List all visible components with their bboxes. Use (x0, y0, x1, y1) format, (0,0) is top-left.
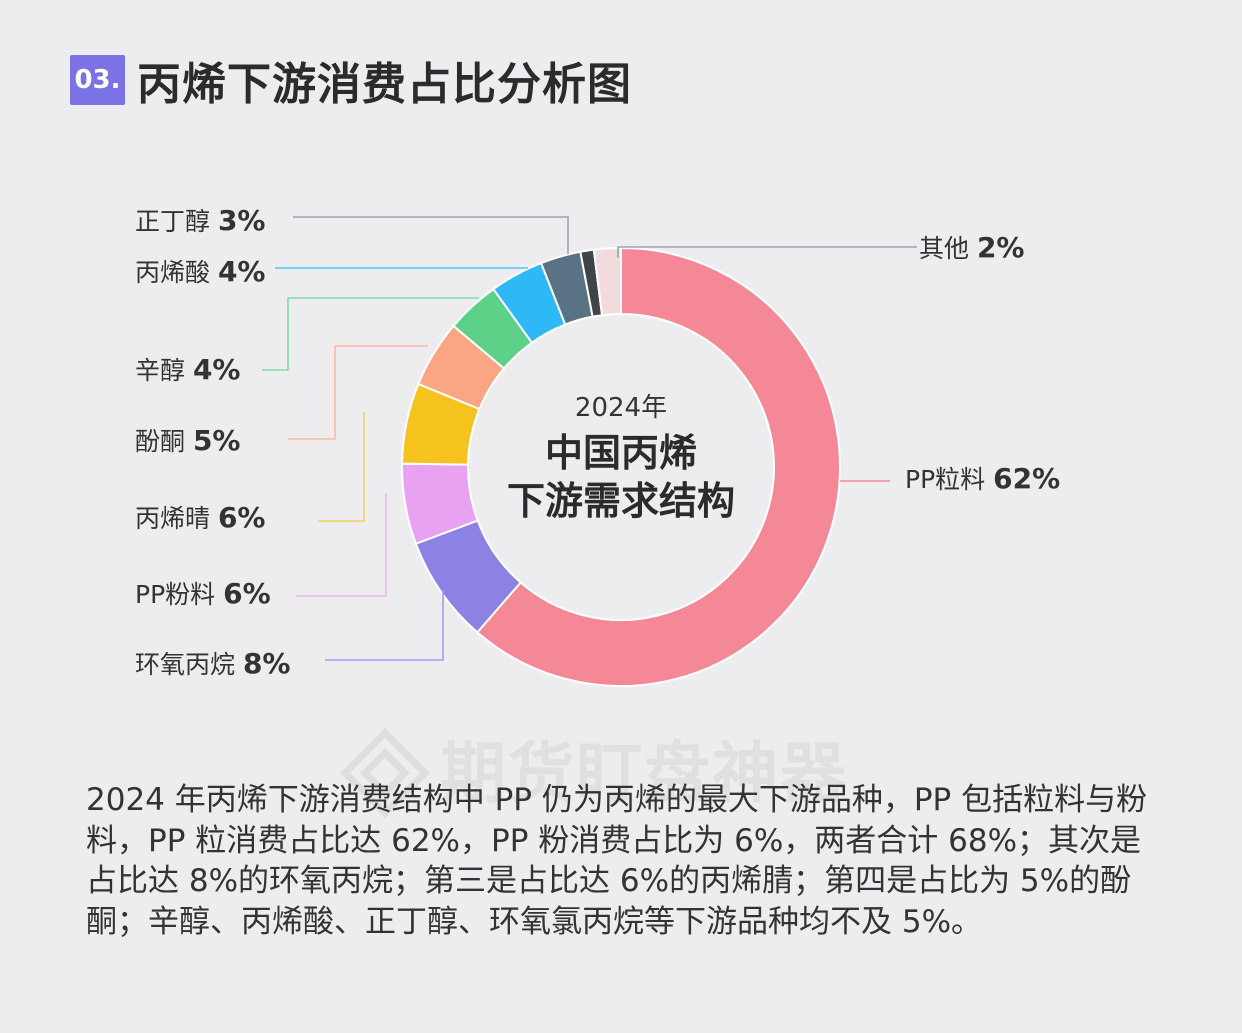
slice-label-value: 4% (218, 255, 266, 288)
slice-label-其他: 其他 2% (919, 231, 1025, 264)
description-paragraph: 2024 年丙烯下游消费结构中 PP 仍为丙烯的最大下游品种，PP 包括粒料与粉… (86, 782, 1148, 940)
slice-label-丙烯晴: 丙烯晴 6% (135, 501, 266, 534)
slice-label-name: 其他 (919, 234, 977, 263)
leader-line-丙烯晴 (318, 412, 365, 522)
section-number-badge: 03. (70, 55, 125, 105)
slice-label-value: 8% (243, 647, 291, 680)
slice-label-name: 正丁醇 (135, 207, 218, 236)
slice-label-丙烯酸: 丙烯酸 4% (135, 255, 266, 288)
watermark-text: 期货盯盘神器 (440, 735, 848, 812)
slice-label-酚酮: 酚酮 5% (135, 424, 241, 457)
slice-label-value: 5% (193, 424, 241, 457)
slice-label-name: 丙烯晴 (135, 504, 218, 533)
slice-label-name: 丙烯酸 (135, 258, 218, 287)
slice-label-value: 4% (193, 353, 241, 386)
leader-line-PP粉料 (296, 493, 387, 597)
slice-label-正丁醇: 正丁醇 3% (135, 204, 266, 237)
donut-slice-PP粒料 (475, 246, 841, 687)
slice-label-辛醇: 辛醇 4% (135, 353, 241, 386)
center-text-subtitle: 下游需求结构 (507, 479, 735, 523)
leader-line-正丁醇 (293, 216, 569, 254)
header: 03. 丙烯下游消费占比分析图 (70, 52, 632, 110)
slice-label-name: 环氧丙烷 (135, 650, 243, 679)
slice-label-环氧丙烷: 环氧丙烷 8% (135, 647, 291, 680)
slice-label-value: 6% (218, 501, 266, 534)
watermark: 期货盯盘神器 (340, 728, 848, 818)
watermark-logo (340, 728, 430, 818)
slice-label-name: PP粒料 (905, 465, 993, 494)
leader-line-辛醇 (262, 297, 479, 371)
center-text-year: 2024年 (575, 393, 667, 423)
page-title: 丙烯下游消费占比分析图 (137, 59, 632, 110)
slice-label-name: 辛醇 (135, 356, 193, 385)
slice-label-value: 2% (977, 231, 1025, 264)
slice-label-PP粉料: PP粉料 6% (135, 577, 271, 610)
leader-line-环氧丙烷 (325, 590, 444, 661)
slice-label-name: 酚酮 (135, 427, 193, 456)
center-text-title: 中国丙烯 (545, 431, 697, 475)
leader-line-酚酮 (288, 345, 428, 440)
slice-label-value: 6% (223, 577, 271, 610)
leader-line-其他 (617, 246, 917, 258)
slice-label-PP粒料: PP粒料 62% (905, 462, 1060, 495)
slice-label-name: PP粉料 (135, 580, 223, 609)
slice-label-value: 3% (218, 204, 266, 237)
donut-slice-其他 (592, 246, 622, 317)
slice-label-value: 62% (993, 462, 1060, 495)
